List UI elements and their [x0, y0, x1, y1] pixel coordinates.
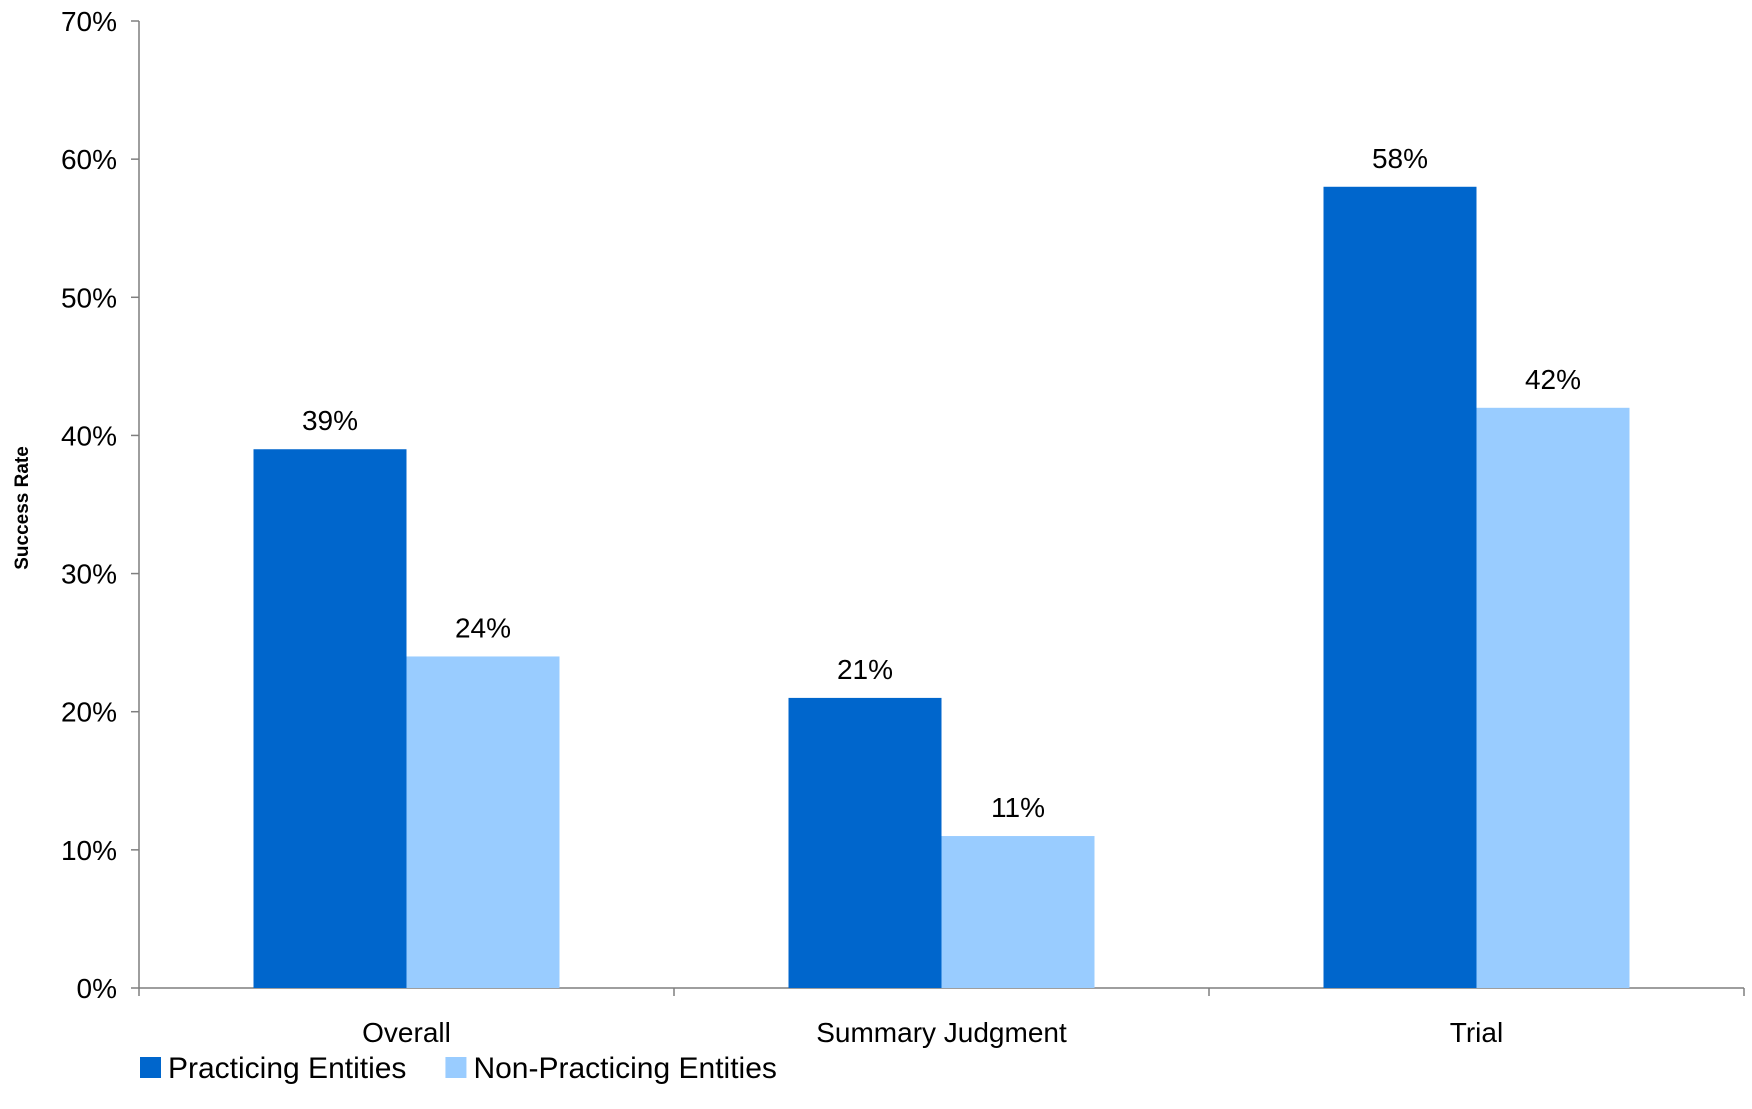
y-tick-label: 30% [61, 559, 117, 590]
x-tick-label: Summary Judgment [816, 1017, 1067, 1048]
y-tick-label: 0% [77, 973, 117, 1004]
y-tick-label: 40% [61, 420, 117, 451]
legend: Practicing Entities Non-Practicing Entiti… [140, 1052, 777, 1085]
bar [1477, 408, 1630, 988]
bar [789, 698, 942, 988]
bars: 39% 21% 58% 24% 11% 42% [254, 143, 1630, 988]
data-label: 39% [302, 405, 358, 436]
data-label: 11% [991, 792, 1045, 823]
y-tick-label: 60% [61, 144, 117, 175]
y-tick-label: 50% [61, 282, 117, 313]
x-tick-label: Trial [1450, 1017, 1503, 1048]
legend-label: Practicing Entities [168, 1052, 406, 1085]
bar [1324, 187, 1477, 988]
bar [254, 449, 407, 988]
y-tick-label: 20% [61, 697, 117, 728]
bar [942, 836, 1095, 988]
legend-swatch [140, 1057, 161, 1078]
legend-swatch [445, 1057, 466, 1078]
y-tick-label: 10% [61, 835, 117, 866]
data-label: 21% [837, 654, 893, 685]
data-label: 24% [455, 612, 511, 643]
data-label: 42% [1525, 364, 1581, 395]
y-axis-label: Success Rate [12, 446, 33, 570]
data-label: 58% [1372, 143, 1428, 174]
y-tick-label: 70% [61, 6, 117, 37]
legend-label: Non-Practicing Entities [473, 1052, 776, 1085]
x-tick-label: Overall [362, 1017, 451, 1048]
bar [407, 656, 560, 988]
